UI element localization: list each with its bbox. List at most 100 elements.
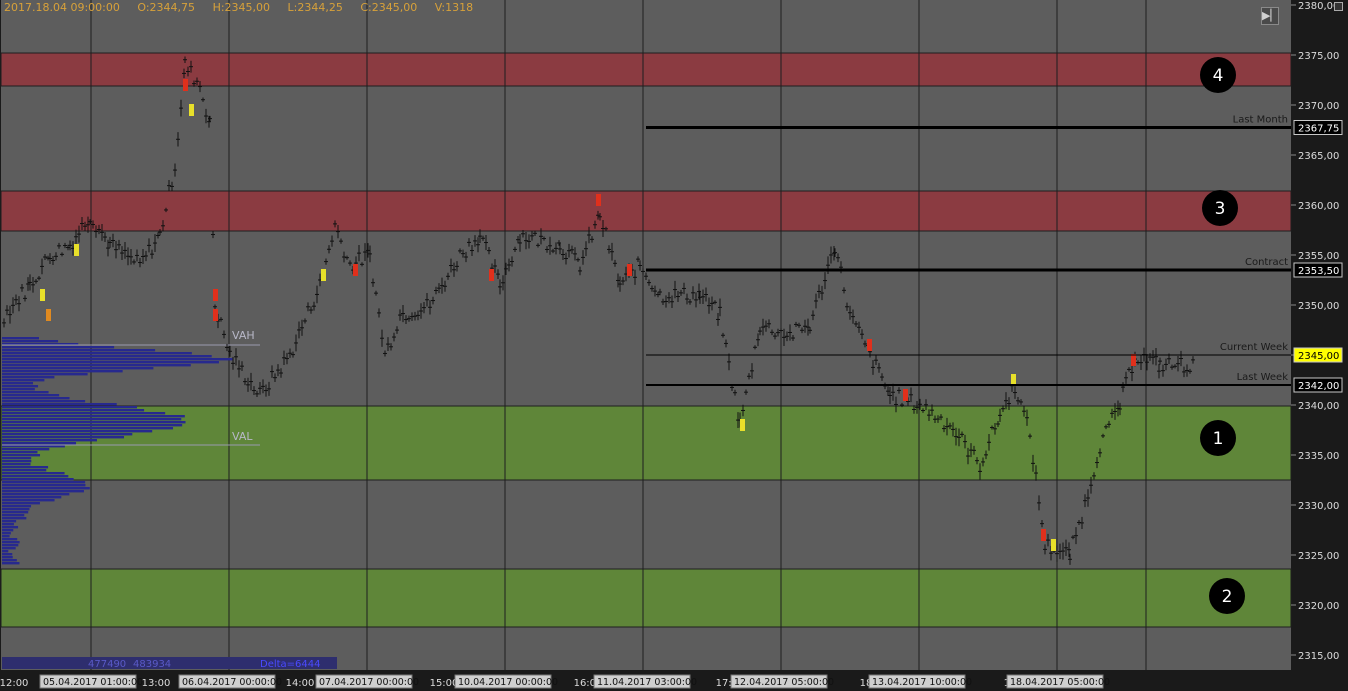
zone-marker-4 (1200, 57, 1236, 93)
profile-bar (2, 547, 16, 550)
profile-bar (2, 409, 145, 412)
delta-text: Delta=6444 (260, 659, 321, 670)
volume-highlight-bar (1011, 374, 1016, 386)
date-box (178, 674, 276, 689)
profile-bar (2, 415, 185, 418)
axis-corner-button[interactable] (1334, 2, 1343, 11)
profile-bar (2, 445, 65, 448)
volume-value: V:1318 (434, 1, 474, 14)
price-axis-label: 2360,00 (1298, 201, 1339, 212)
profile-bar (2, 493, 70, 496)
date-box-label: 18.04.2017 05:00:00 (1010, 677, 1110, 688)
volume-highlight-bar (213, 309, 218, 321)
open-value: O:2344,75 (137, 1, 196, 14)
val-label: VAL (232, 430, 253, 443)
date-box (593, 674, 691, 689)
profile-bar (2, 454, 41, 457)
profile-bar (2, 508, 30, 511)
profile-bar (2, 520, 17, 523)
level-price-text: 2367,75 (1298, 124, 1339, 135)
zone-marker-number: 3 (1215, 199, 1226, 219)
profile-bar (2, 490, 84, 493)
time-axis-label: 13:00 (142, 678, 171, 689)
price-axis[interactable] (1292, 0, 1348, 691)
price-axis-label: 2320,00 (1298, 601, 1339, 612)
total-volume-text-2: 483934 (133, 659, 171, 670)
price-axis-label: 2350,00 (1298, 301, 1339, 312)
profile-bar (2, 526, 19, 529)
current-week-level-label: Current Week (1220, 342, 1288, 353)
low-value: L:2344,25 (287, 1, 343, 14)
level-price-marker (1293, 262, 1343, 278)
time-axis-label: 17:00 (716, 678, 745, 689)
profile-bar (2, 448, 50, 451)
time-axis-label: 12:00 (0, 678, 28, 689)
profile-bar (2, 430, 153, 433)
profile-bar (2, 466, 49, 469)
zone-marker-1 (1200, 420, 1236, 456)
volume-highlight-bar (321, 269, 326, 281)
profile-bar (2, 433, 133, 436)
volume-highlight-bar (1051, 539, 1056, 551)
time-axis-label: 14:00 (286, 678, 315, 689)
date-box (39, 674, 137, 689)
profile-bar (2, 472, 65, 475)
price-axis-label: 2370,00 (1298, 101, 1339, 112)
date-box-label: 11.04.2017 03:00:00 (597, 677, 697, 688)
profile-bar (2, 394, 60, 397)
profile-bar (2, 457, 32, 460)
profile-bar (2, 400, 86, 403)
bar-datetime: 2017.18.04 09:00:00 (4, 1, 120, 14)
price-axis-label: 2325,00 (1298, 551, 1339, 562)
level-price-marker (1293, 377, 1343, 393)
profile-bar (2, 364, 191, 367)
profile-bar (2, 343, 79, 346)
profile-bar (2, 529, 14, 532)
price-axis-label: 2315,00 (1298, 651, 1339, 662)
volume-highlight-bar (40, 289, 45, 301)
profile-bar (2, 484, 86, 487)
profile-bar (2, 376, 55, 379)
date-box (315, 674, 413, 689)
volume-highlight-bar (353, 264, 358, 276)
profile-bar (2, 505, 32, 508)
total-volume-text: 477490 (88, 659, 126, 670)
volume-highlight-bar (627, 264, 632, 276)
profile-bar (2, 418, 182, 421)
last-week-level-label: Last Week (1237, 372, 1289, 383)
profile-bar (2, 469, 47, 472)
date-box-label: 13.04.2017 10:00:00 (872, 677, 972, 688)
profile-bar (2, 538, 18, 541)
profile-bar (2, 424, 183, 427)
profile-bar (2, 340, 59, 343)
price-axis-label: 2335,00 (1298, 451, 1339, 462)
volume-highlight-bar (740, 419, 745, 431)
profile-bar (2, 349, 156, 352)
volume-highlight-bar (74, 244, 79, 256)
price-axis-label: 2380,00 (1298, 1, 1339, 12)
profile-bar (2, 373, 88, 376)
profile-bar (2, 370, 123, 373)
time-axis-label: 15:00 (430, 678, 459, 689)
volume-highlight-bar (903, 389, 908, 401)
profile-bar (2, 382, 34, 385)
profile-bar (2, 487, 90, 490)
plot-area[interactable] (1, 0, 1291, 670)
profile-bar (2, 511, 29, 514)
panel-toggle-button[interactable]: ▶▏ (1261, 7, 1279, 25)
profile-bar (2, 385, 39, 388)
profile-bar (2, 532, 11, 535)
profile-bar (2, 463, 31, 466)
ohlc-readout: 2017.18.04 09:00:00 O:2344,75 H:2345,00 … (4, 1, 487, 14)
profile-bar (2, 451, 38, 454)
price-axis-label: 2340,00 (1298, 401, 1339, 412)
date-box-label: 05.04.2017 01:00:00 (43, 677, 143, 688)
profile-bar (2, 436, 125, 439)
profile-bar (2, 403, 117, 406)
profile-bar (2, 460, 32, 463)
zone-marker-3 (1202, 190, 1238, 226)
volume-highlight-bar (489, 269, 494, 281)
volume-highlight-bar (46, 309, 51, 321)
volume-stats-bar (2, 657, 337, 669)
